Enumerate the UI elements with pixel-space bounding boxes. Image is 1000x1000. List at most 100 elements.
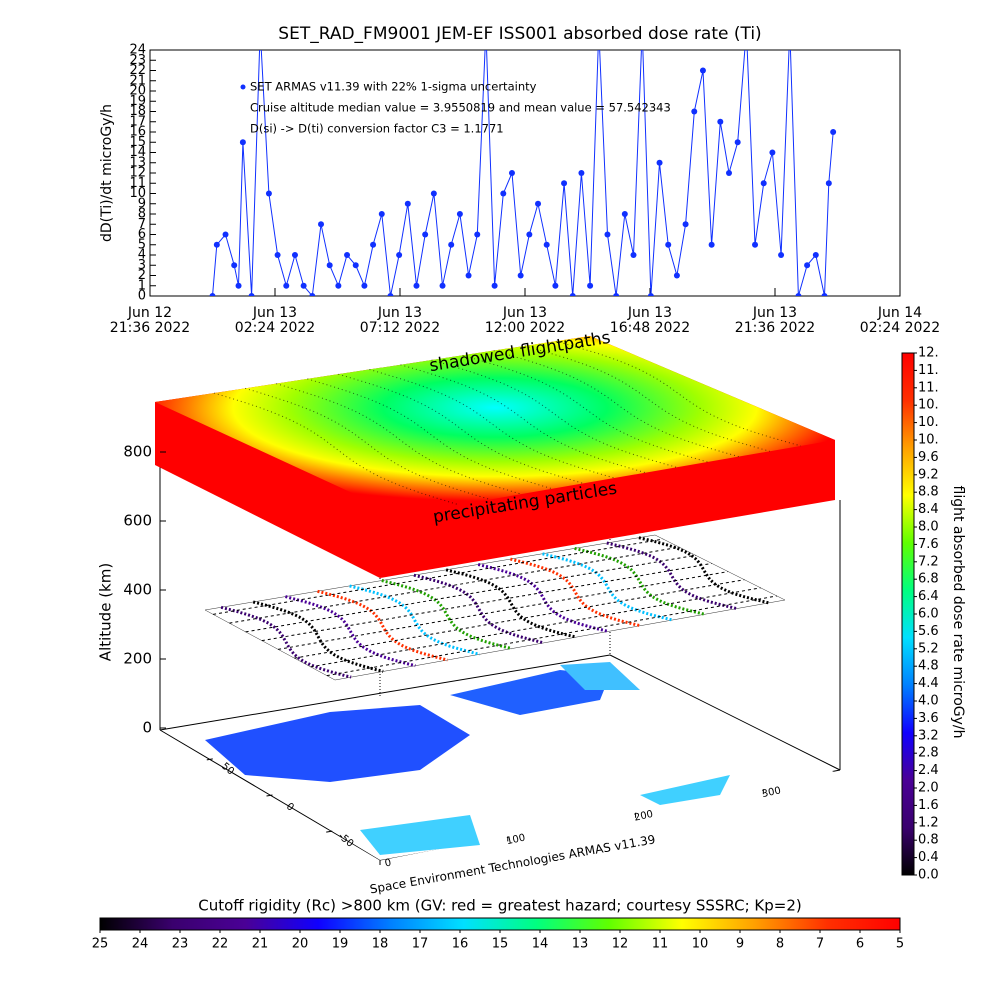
flight-track bbox=[445, 568, 577, 639]
z-tick-label: 800 bbox=[123, 443, 152, 461]
lon-tick-label: 300 bbox=[761, 785, 782, 800]
colorbar-tick-label: 19 bbox=[332, 937, 349, 952]
colorbar-tick-label: 11 bbox=[652, 937, 669, 952]
data-point bbox=[309, 293, 316, 296]
y-tick-label: 11 bbox=[129, 176, 146, 191]
flight-track bbox=[278, 571, 729, 650]
colorbar-tick-label: 8.4 bbox=[918, 502, 939, 517]
colorbar-tick-label: 16 bbox=[452, 937, 469, 952]
data-point bbox=[231, 262, 238, 269]
data-point bbox=[222, 231, 229, 238]
annotation: D(si) -> D(ti) conversion factor C3 = 1.… bbox=[250, 122, 504, 136]
continent bbox=[360, 815, 480, 855]
colorbar-tick-label: 11. bbox=[918, 363, 939, 378]
y-tick-label: 10 bbox=[129, 186, 146, 201]
colorbar-tick-label: 4.0 bbox=[918, 694, 939, 709]
data-point bbox=[344, 252, 351, 258]
flight-track bbox=[574, 546, 705, 616]
x-tick-label: Jun 13 02:24 2022 bbox=[234, 305, 316, 336]
colorbar-tick-label: 23 bbox=[172, 937, 189, 952]
data-point bbox=[508, 170, 515, 176]
colorbar-tick-label: 0.8 bbox=[918, 833, 939, 848]
flight-track bbox=[285, 595, 416, 668]
data-point bbox=[491, 282, 498, 289]
flight-track bbox=[349, 584, 480, 656]
y-tick-label: 9 bbox=[138, 196, 146, 211]
data-point bbox=[699, 67, 706, 74]
x-tick-label: Jun 13 16:48 2022 bbox=[609, 305, 691, 336]
data-point bbox=[613, 293, 620, 296]
flight-track bbox=[220, 605, 352, 679]
flight-track bbox=[245, 554, 696, 633]
data-point bbox=[621, 211, 628, 217]
lat-tick bbox=[326, 830, 333, 833]
y-tick-label: 7 bbox=[138, 217, 146, 232]
data-point bbox=[448, 241, 455, 248]
y-tick-label: 4 bbox=[138, 248, 146, 263]
data-point bbox=[717, 118, 724, 125]
colorbar-tick-label: 7.2 bbox=[918, 554, 939, 569]
colorbar-tick-label: 6.0 bbox=[918, 607, 939, 622]
z-tick-label: 600 bbox=[123, 512, 152, 530]
box-edge bbox=[609, 654, 841, 771]
x-tick-label: Jun 13 21:36 2022 bbox=[734, 305, 816, 336]
flight-track bbox=[413, 573, 545, 645]
y-tick-label: 15 bbox=[129, 135, 146, 150]
y-tick-label: 12 bbox=[129, 166, 146, 181]
data-point bbox=[630, 252, 637, 258]
colorbar-tick-label: 20 bbox=[292, 937, 309, 952]
data-point bbox=[283, 282, 290, 289]
data-point bbox=[335, 282, 342, 289]
colorbar-tick-label: 5.2 bbox=[918, 641, 939, 656]
colorbar-tick-label: 5.6 bbox=[918, 624, 939, 639]
data-point bbox=[578, 170, 585, 176]
colorbar-tick-label: 18 bbox=[372, 937, 389, 952]
data-point bbox=[708, 241, 715, 248]
data-point bbox=[804, 262, 811, 269]
continent bbox=[205, 705, 470, 782]
data-point bbox=[352, 262, 359, 269]
data-point bbox=[691, 108, 698, 115]
data-point bbox=[465, 272, 472, 279]
chart-title: SET_RAD_FM9001 JEM-EF ISS001 absorbed do… bbox=[278, 24, 761, 44]
data-point bbox=[778, 252, 785, 258]
y-tick-label: 17 bbox=[129, 114, 146, 129]
data-point bbox=[378, 211, 385, 217]
data-point bbox=[821, 293, 828, 296]
colorbar-tick-label: 10. bbox=[918, 415, 939, 430]
y-tick-label: 8 bbox=[138, 207, 146, 222]
y-tick-label: 21 bbox=[129, 73, 146, 88]
track-plane bbox=[204, 534, 786, 681]
colorbar-tick-label: 6 bbox=[856, 937, 864, 952]
data-point bbox=[552, 282, 559, 289]
y-tick-label: 3 bbox=[138, 258, 146, 273]
colorbar-label: Cutoff rigidity (Rc) >800 km (GV: red = … bbox=[198, 897, 801, 915]
annotation-marker bbox=[240, 84, 246, 90]
data-point bbox=[604, 231, 611, 238]
data-point bbox=[665, 241, 672, 248]
data-point bbox=[561, 180, 568, 187]
slab-track bbox=[276, 383, 522, 495]
data-point bbox=[725, 170, 732, 176]
lon-tick-label: 100 bbox=[505, 833, 526, 848]
colorbar-tick-label: 4.8 bbox=[918, 659, 939, 674]
flight-track bbox=[477, 563, 609, 633]
lat-tick bbox=[206, 758, 213, 761]
colorbar-tick-label: 11. bbox=[918, 380, 939, 395]
data-point bbox=[209, 293, 216, 296]
colorbar-tick-label: 2.4 bbox=[918, 763, 939, 778]
annotation: Cruise altitude median value = 3.9550819… bbox=[250, 101, 671, 115]
y-tick-label: 14 bbox=[129, 145, 146, 160]
colorbar-label: flight absorbed dose rate microGy/h bbox=[950, 486, 966, 739]
slab-tracks bbox=[213, 340, 801, 506]
data-point bbox=[430, 190, 437, 197]
colorbar-tick-label: 12. bbox=[918, 346, 939, 361]
data-point bbox=[543, 241, 550, 248]
data-point bbox=[413, 282, 420, 289]
continent bbox=[640, 775, 730, 805]
z-tick-label: 200 bbox=[123, 650, 152, 668]
colorbar bbox=[99, 917, 901, 931]
colorbar-tick-label: 6.4 bbox=[918, 589, 939, 604]
